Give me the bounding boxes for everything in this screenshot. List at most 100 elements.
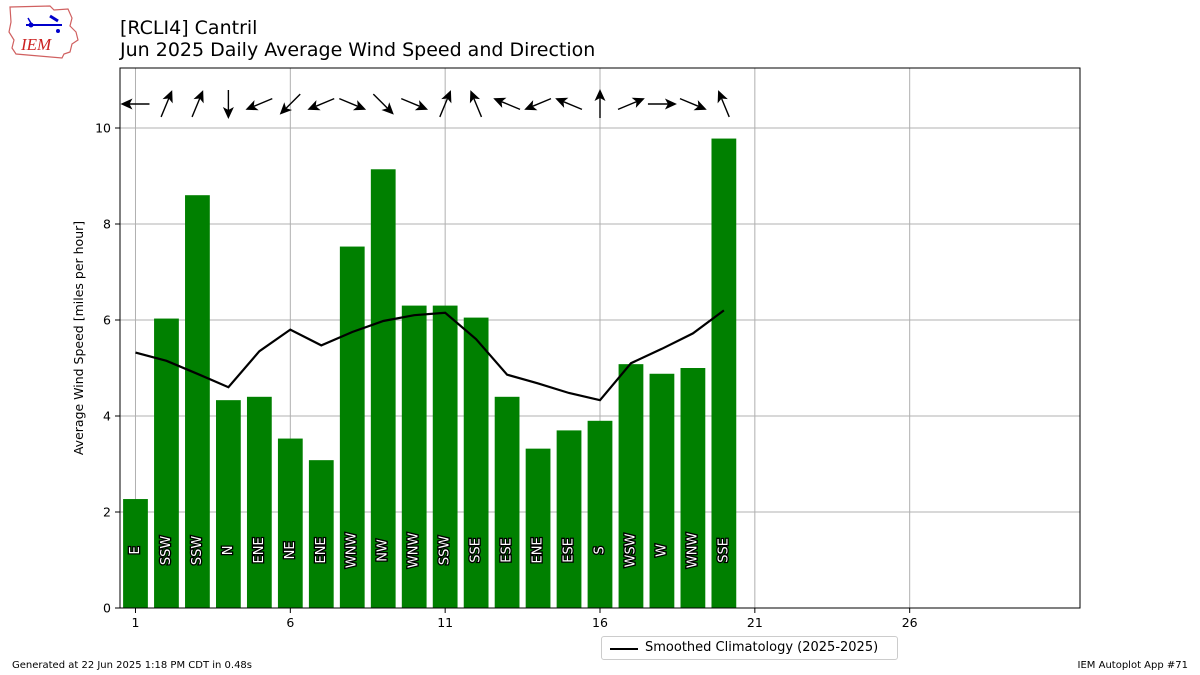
- wind-arrow: [120, 98, 150, 110]
- wind-bar: [711, 138, 737, 608]
- x-tick-label: 6: [286, 615, 294, 630]
- wind-arrow: [222, 90, 234, 119]
- chart-title: [RCLI4] Cantril Jun 2025 Daily Average W…: [120, 17, 595, 61]
- wind-arrow-shaft: [372, 93, 388, 109]
- direction-label: WNW: [685, 533, 700, 569]
- direction-label: W: [654, 544, 669, 557]
- wind-arrow-head: [120, 98, 133, 110]
- wind-bar: [185, 195, 210, 608]
- wind-arrow-head: [664, 98, 677, 110]
- wind-arrow: [594, 89, 606, 118]
- wind-arrow-head: [307, 100, 321, 111]
- bars: [123, 138, 737, 608]
- wind-arrow-head: [493, 97, 507, 108]
- y-tick-label: 8: [103, 217, 111, 232]
- wind-arrow-head: [469, 90, 481, 104]
- x-tick-label: 11: [437, 615, 453, 630]
- x-tick-label: 1: [132, 615, 140, 630]
- direction-label: SSW: [190, 536, 205, 566]
- direction-arrows: [120, 89, 730, 119]
- direction-label: SSW: [159, 536, 174, 566]
- wind-bar: [277, 438, 303, 608]
- wind-arrow: [717, 90, 730, 118]
- wind-arrow: [245, 97, 273, 111]
- wind-arrow-head: [441, 90, 452, 104]
- wind-arrow-head: [717, 90, 728, 104]
- wind-arrow-shaft: [191, 98, 201, 118]
- wind-bar: [308, 460, 334, 608]
- y-tick-label: 2: [103, 505, 111, 520]
- direction-label: WNW: [407, 533, 422, 569]
- direction-label: WSW: [623, 533, 638, 567]
- wind-arrow-head: [555, 97, 569, 108]
- direction-label: ESE: [562, 538, 577, 563]
- direction-labels: E SSW SSW N ENE NE ENE WNW NW WNW SSW SSE ESE ENE ESE S…: [127, 531, 733, 569]
- wind-bar: [556, 430, 582, 608]
- wind-arrow-shaft: [285, 93, 301, 109]
- wind-arrow-head: [245, 100, 259, 111]
- svg-text:IEM: IEM: [20, 35, 52, 54]
- wind-arrow-head: [193, 90, 204, 104]
- legend: Smoothed Climatology (2025-2025): [601, 636, 898, 660]
- wind-arrow-shaft: [563, 101, 583, 111]
- wind-bar: [587, 420, 613, 608]
- wind-arrow-shaft: [720, 98, 730, 118]
- direction-label: SSW: [438, 536, 453, 566]
- wind-bar: [401, 305, 427, 608]
- wind-arrow-head: [594, 89, 606, 101]
- direction-label: ENE: [314, 537, 329, 563]
- wind-arrow-shaft: [501, 101, 521, 111]
- wind-bar: [246, 396, 272, 608]
- wind-arrow-head: [631, 97, 645, 108]
- wind-arrow: [372, 93, 394, 115]
- wind-bar: [154, 318, 179, 608]
- wind-arrow-shaft: [679, 97, 699, 107]
- wind-arrow-head: [381, 102, 394, 115]
- wind-bar: [649, 373, 675, 608]
- climatology-line: [135, 309, 725, 402]
- wind-arrow: [339, 97, 367, 111]
- direction-label: SSE: [469, 538, 484, 563]
- legend-label: Smoothed Climatology (2025-2025): [645, 640, 879, 655]
- chart-title-line1: [RCLI4] Cantril: [120, 17, 258, 39]
- x-tick-label: 21: [747, 615, 763, 630]
- iem-logo: IEM: [8, 5, 79, 59]
- chart-title-line2: Jun 2025 Daily Average Wind Speed and Di…: [120, 39, 596, 61]
- wind-arrow: [679, 97, 707, 111]
- wind-arrow-shaft: [315, 97, 335, 107]
- wind-arrow-shaft: [532, 97, 552, 107]
- direction-label: ENE: [252, 537, 267, 563]
- wind-arrow-shaft: [473, 98, 483, 118]
- wind-arrow: [555, 97, 583, 111]
- wind-arrow: [191, 90, 204, 118]
- app-credit: IEM Autoplot App #71: [1077, 660, 1188, 671]
- y-axis-label: Average Wind Speed [miles per hour]: [71, 221, 86, 455]
- wind-arrow-shaft: [253, 97, 273, 107]
- generated-timestamp: Generated at 22 Jun 2025 1:18 PM CDT in …: [12, 660, 253, 671]
- y-tick-label: 0: [103, 601, 111, 616]
- direction-label: ESE: [500, 538, 515, 563]
- wind-bar: [370, 169, 396, 608]
- wind-bar: [525, 448, 551, 608]
- x-tick-label: 16: [592, 615, 608, 630]
- wind-arrow: [400, 97, 429, 111]
- wind-arrow-shaft: [400, 97, 421, 107]
- wind-arrow: [647, 98, 677, 110]
- wind-arrow-head: [414, 100, 429, 111]
- direction-label: N: [221, 546, 236, 556]
- wind-arrow-head: [352, 100, 367, 111]
- direction-label: NW: [376, 539, 391, 562]
- wind-arrow-shaft: [617, 101, 637, 111]
- wind-bar: [618, 364, 644, 608]
- wind-arrow-head: [162, 90, 173, 104]
- wind-bar: [432, 305, 458, 608]
- wind-arrow: [307, 97, 335, 111]
- wind-arrow-head: [693, 100, 707, 111]
- wind-arrow: [279, 93, 301, 115]
- wind-bar: [494, 396, 520, 608]
- direction-label: SSE: [716, 538, 731, 563]
- wind-bar: [463, 317, 489, 608]
- wind-arrow: [439, 90, 452, 118]
